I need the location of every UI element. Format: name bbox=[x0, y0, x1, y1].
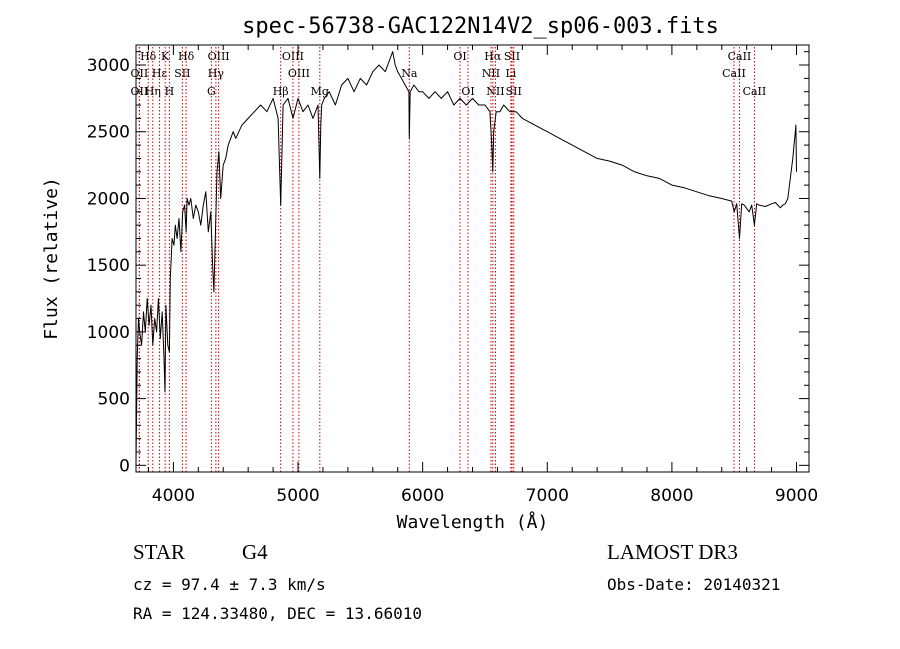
y-tick-label: 500 bbox=[98, 390, 130, 410]
spectral-line-label: OIII bbox=[282, 50, 304, 63]
y-tick-label: 1500 bbox=[87, 256, 130, 276]
x-tick-label: 5000 bbox=[276, 486, 319, 506]
x-tick-label: 8000 bbox=[650, 486, 693, 506]
spectral-line-label: SII bbox=[504, 50, 520, 63]
spectrum-line bbox=[135, 51, 797, 466]
spectral-line-label: G bbox=[207, 85, 216, 98]
spectral-line-label: Hα bbox=[484, 50, 502, 63]
x-tick-label: 9000 bbox=[775, 486, 818, 506]
redshift-text: cz = 97.4 ± 7.3 km/s bbox=[133, 575, 326, 594]
chart-title: spec-56738-GAC122N14V2_sp06-003.fits bbox=[242, 14, 719, 39]
spectral-line-label: SII bbox=[174, 67, 190, 80]
spectral-line-label: NII bbox=[486, 85, 504, 98]
spectral-line-label: Li bbox=[505, 67, 516, 80]
x-tick-label: 6000 bbox=[401, 486, 444, 506]
spectral-line-label: Hε bbox=[152, 67, 168, 80]
coords-text: RA = 124.33480, DEC = 13.66010 bbox=[133, 604, 422, 623]
object-subclass: G4 bbox=[242, 540, 268, 564]
spectral-line-label: OIII bbox=[288, 67, 310, 80]
spectral-line-label: K bbox=[161, 50, 170, 63]
spectral-line-label: Hδ bbox=[178, 50, 195, 63]
spectral-line-label: Hδ bbox=[140, 50, 157, 63]
spectral-line-label: Hβ bbox=[273, 85, 289, 98]
spectral-line-label: Hγ bbox=[208, 67, 225, 80]
spectral-line-label: OI bbox=[461, 85, 474, 98]
x-tick-label: 4000 bbox=[152, 486, 195, 506]
survey-name: LAMOST DR3 bbox=[607, 540, 738, 564]
x-tick-label: 7000 bbox=[526, 486, 569, 506]
spectral-line-label: CaII bbox=[743, 85, 767, 98]
object-class: STAR bbox=[133, 540, 185, 564]
y-tick-label: 3000 bbox=[87, 56, 130, 76]
spectral-line-label: NII bbox=[482, 67, 500, 80]
y-tick-label: 1000 bbox=[87, 323, 130, 343]
spectral-line-label: Hη bbox=[145, 85, 161, 98]
spectral-line-label: Na bbox=[401, 67, 418, 80]
y-tick-label: 2500 bbox=[87, 123, 130, 143]
spectral-line-label: OII bbox=[131, 67, 149, 80]
spectral-line-label: CaII bbox=[722, 67, 746, 80]
y-axis-label: Flux (relative) bbox=[41, 177, 62, 340]
spectral-line-label: OI bbox=[453, 50, 466, 63]
x-axis-label: Wavelength (Å) bbox=[397, 511, 549, 533]
plot-frame bbox=[135, 44, 810, 473]
spectral-line-label: CaII bbox=[728, 50, 752, 63]
y-tick-label: 2000 bbox=[87, 189, 130, 209]
spectral-line-label: Mg bbox=[311, 85, 329, 98]
y-tick-label: 0 bbox=[119, 456, 130, 476]
spectral-line-label: H bbox=[165, 85, 175, 98]
obs-date-text: Obs-Date: 20140321 bbox=[607, 575, 781, 594]
spectral-line-label: OIII bbox=[208, 50, 230, 63]
spectral-line-label: SII bbox=[506, 85, 522, 98]
